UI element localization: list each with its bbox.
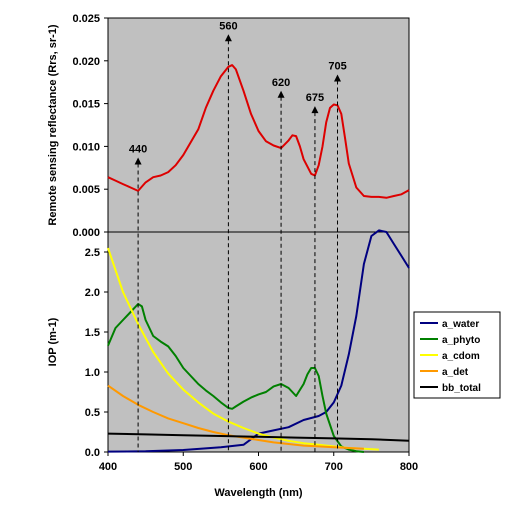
bottom-y-tick-label: 1.0 <box>85 367 100 379</box>
x-tick-label: 400 <box>99 461 117 473</box>
wavelength-annotation-label: 440 <box>129 144 147 156</box>
wavelength-annotation-label: 675 <box>306 92 324 104</box>
top-y-axis: 0.000 0.005 0.010 0.015 0.020 0.025 <box>72 13 108 239</box>
bottom-series-group <box>107 229 410 453</box>
top-y-tick-label: 0.015 <box>72 99 100 111</box>
x-tick-label: 700 <box>325 461 343 473</box>
top-plot-area <box>107 17 410 233</box>
bottom-y-axis-label: IOP (m-1) <box>47 317 59 366</box>
legend-label: bb_total <box>442 383 481 394</box>
legend-label: a_cdom <box>442 351 480 362</box>
bottom-y-tick-label: 2.5 <box>85 247 100 259</box>
x-tick-label: 500 <box>174 461 192 473</box>
series-line-a-water <box>107 229 410 453</box>
x-axis-label: Wavelength (nm) <box>214 487 303 499</box>
series-line-bb-total <box>107 432 410 442</box>
series-line-a-phyto <box>107 303 365 453</box>
top-panel: 0.000 0.005 0.010 0.015 0.020 0.025 440 560 620… <box>47 13 410 239</box>
top-y-axis-label: Remote sensing reflectance (Rrs, sr-1) <box>47 24 59 225</box>
bottom-y-tick-label: 0.0 <box>85 447 100 459</box>
bottom-y-tick-label: 2.0 <box>85 287 100 299</box>
wavelength-annotation-label: 560 <box>219 20 237 32</box>
wavelength-annotation-label: 620 <box>272 77 290 89</box>
legend-label: a_det <box>442 367 469 378</box>
top-y-tick-label: 0.020 <box>72 56 100 68</box>
top-y-tick-label: 0.025 <box>72 13 100 25</box>
legend: a_water a_phyto a_cdom a_det bb_total <box>413 311 501 399</box>
arrowhead-icon <box>334 74 342 82</box>
arrowhead-icon <box>134 157 142 165</box>
top-y-tick-label: 0.005 <box>72 184 100 196</box>
top-y-tick-label: 0.000 <box>72 227 100 239</box>
annotation-group: 440 560 620 675 705 <box>129 20 347 165</box>
x-axis: 400 500 600 700 800 <box>99 452 418 473</box>
bottom-y-axis: 0.0 0.5 1.0 1.5 2.0 2.5 <box>85 247 108 459</box>
drop-lines-group <box>137 40 339 452</box>
arrowhead-icon <box>277 90 285 98</box>
bottom-y-tick-label: 0.5 <box>85 407 100 419</box>
arrowhead-icon <box>311 106 319 114</box>
legend-label: a_phyto <box>442 335 480 346</box>
legend-label: a_water <box>442 319 479 330</box>
bottom-y-tick-label: 1.5 <box>85 327 100 339</box>
arrowhead-icon <box>224 34 232 42</box>
x-tick-label: 600 <box>249 461 267 473</box>
bottom-plot-area <box>107 231 410 453</box>
x-tick-label: 800 <box>400 461 418 473</box>
bottom-panel: 0.0 0.5 1.0 1.5 2.0 2.5 400 500 600 700 800 IOP (… <box>47 40 418 499</box>
top-y-tick-label: 0.010 <box>72 141 100 153</box>
wavelength-annotation-label: 705 <box>328 60 346 72</box>
